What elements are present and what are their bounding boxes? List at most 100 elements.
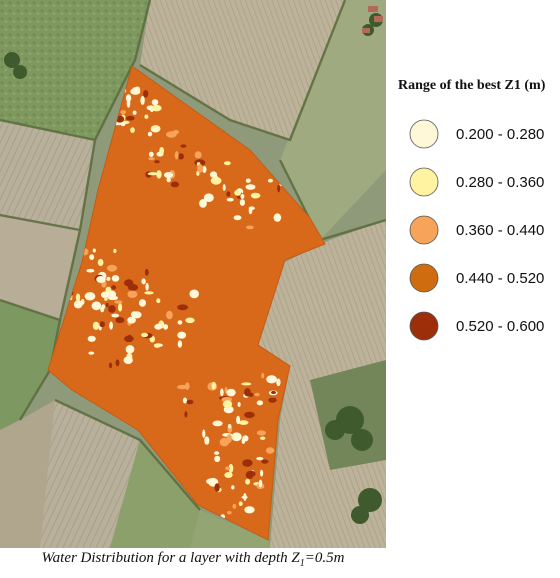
hotspot-mark: [231, 485, 235, 490]
hotspot-mark: [214, 483, 220, 492]
hotspot-mark: [111, 285, 117, 290]
hotspot-mark: [214, 451, 220, 455]
hotspot-mark: [209, 171, 218, 178]
legend-item: 0.280 - 0.360: [398, 158, 558, 206]
hotspot-mark: [140, 95, 145, 105]
hotspot-mark: [238, 420, 249, 425]
hotspot-mark: [226, 434, 232, 444]
hotspot-mark: [194, 151, 202, 159]
caption-suffix: =0.5m: [304, 550, 345, 566]
hotspot-mark: [148, 151, 154, 157]
hotspot-mark: [97, 258, 104, 267]
hotspot-mark: [185, 382, 190, 390]
hotspot-mark: [182, 397, 188, 404]
hotspot-mark: [92, 248, 96, 253]
hotspot-mark: [258, 479, 263, 488]
hotspot-mark: [147, 131, 153, 137]
hotspot-mark: [138, 299, 147, 307]
hotspot-mark: [265, 447, 275, 454]
hotspot-mark: [227, 511, 232, 515]
hotspot-mark: [88, 351, 95, 355]
hotspot-mark: [242, 459, 253, 467]
hotspot-mark: [177, 331, 187, 339]
hotspot-mark: [234, 189, 242, 196]
hotspot-mark: [241, 495, 248, 499]
hotspot-mark: [148, 157, 155, 161]
hotspot-mark: [246, 225, 254, 230]
hotspot-mark: [87, 335, 96, 342]
hotspot-mark: [261, 459, 269, 464]
hotspot-mark: [203, 193, 214, 202]
hotspot-mark: [240, 194, 245, 199]
hotspot-mark: [145, 282, 149, 291]
hotspot-mark: [125, 345, 135, 354]
hotspot-mark: [204, 436, 210, 445]
hotspot-mark: [84, 292, 96, 301]
hotspot-mark: [105, 302, 109, 308]
hotspot-mark: [233, 215, 242, 221]
legend-label: 0.520 - 0.600: [456, 317, 545, 335]
hotspot-mark: [91, 301, 102, 311]
hotspot-mark: [202, 166, 207, 173]
hotspot-mark: [127, 316, 136, 324]
hotspot-mark: [231, 432, 242, 442]
hotspot-mark: [141, 332, 149, 338]
hotspot-mark: [86, 268, 95, 273]
hotspot-mark: [131, 311, 138, 318]
hotspot-mark: [276, 378, 281, 387]
hotspot-mark: [174, 151, 179, 160]
hotspot-mark: [172, 130, 179, 135]
hotspot-mark: [177, 304, 189, 311]
hotspot-mark: [236, 415, 241, 425]
hotspot-mark: [248, 392, 254, 397]
hotspot-mark: [277, 184, 281, 193]
hotspot-mark: [266, 375, 277, 384]
hotspot-mark: [245, 184, 256, 190]
hotspot-mark: [130, 127, 135, 133]
legend-swatch-2: [409, 215, 439, 245]
hotspot-mark: [239, 199, 245, 206]
hotspot-mark: [146, 105, 154, 111]
hotspot-mark: [186, 399, 194, 405]
hotspot-mark: [151, 104, 162, 112]
hotspot-mark: [267, 178, 273, 183]
hotspot-mark: [154, 325, 159, 329]
legend-item: 0.440 - 0.520: [398, 254, 558, 302]
hotspot-mark: [118, 303, 123, 312]
hotspot-mark: [123, 356, 133, 365]
hotspot-mark: [109, 321, 113, 330]
hotspot-mark: [125, 94, 132, 102]
legend-label: 0.440 - 0.520: [456, 269, 545, 287]
hotspot-mark: [151, 99, 159, 106]
hotspot-mark: [177, 320, 183, 325]
hotspot-mark: [89, 254, 95, 260]
water-hotspots: [52, 85, 286, 519]
legend-swatch-3: [409, 263, 439, 293]
hotspot-mark: [211, 381, 216, 390]
hotspot-mark: [225, 466, 231, 471]
hotspot-mark: [108, 362, 113, 369]
hotspot-mark: [104, 297, 108, 301]
hotspot-mark: [241, 382, 252, 386]
legend-item: 0.200 - 0.280: [398, 110, 558, 158]
hotspot-mark: [261, 372, 265, 379]
satellite-background: [0, 0, 386, 548]
hotspot-mark: [166, 310, 173, 320]
hotspot-mark: [226, 197, 234, 202]
hotspot-mark: [256, 400, 264, 406]
legend-swatch-1: [409, 167, 439, 197]
hotspot-mark: [108, 305, 116, 313]
hotspot-mark: [170, 181, 180, 188]
legend-label: 0.200 - 0.280: [456, 125, 545, 143]
hotspot-mark: [227, 423, 232, 429]
hotspot-mark: [219, 437, 230, 447]
hotspot-mark: [113, 248, 117, 254]
hotspot-mark: [237, 402, 241, 407]
hotspot-mark: [197, 164, 204, 173]
legend-swatch-0: [409, 119, 439, 149]
hotspot-mark: [268, 397, 277, 403]
hotspot-mark: [177, 340, 183, 348]
hotspot-mark: [124, 335, 134, 342]
hotspot-mark: [144, 114, 149, 119]
hotspot-mark: [220, 388, 224, 397]
